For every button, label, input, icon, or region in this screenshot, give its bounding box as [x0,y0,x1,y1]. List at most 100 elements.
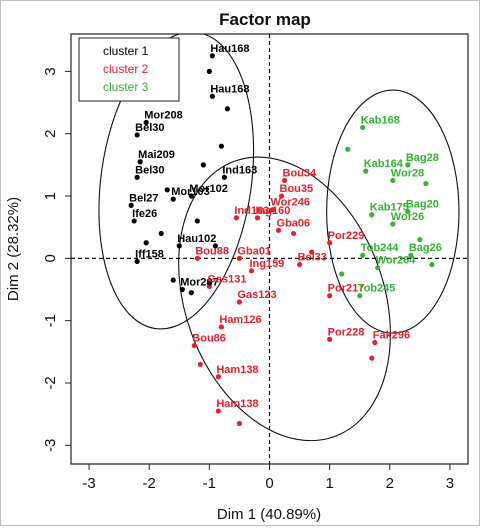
point-cluster1-22 [212,243,218,249]
cluster-ellipse-2 [178,156,391,442]
chart-title: Factor map [219,10,311,29]
point-cluster1-20 [194,218,200,224]
point-label: Gas131 [207,273,246,285]
point-cluster2-10 [296,261,303,268]
point-cluster3-7 [390,221,396,227]
point-label: Bou35 [280,183,314,195]
point-cluster1-24 [170,277,176,283]
point-label: Wor26 [391,211,424,223]
point-label: Wor246 [271,197,311,209]
point-label: Kab175 [370,202,409,214]
point-cluster2-15 [218,324,224,330]
point-label: Bel27 [129,192,158,204]
legend-entry-3: cluster 3 [103,80,149,94]
y-axis-ticks: -3 -2 -1 0 1 2 3 [42,67,71,452]
point-cluster3-11 [357,293,363,299]
point-cluster3-9 [408,252,414,258]
point-cluster1-5 [143,119,149,126]
point-cluster2-5 [275,227,282,233]
y-axis-label: Dim 2 (28.32%) [5,197,22,301]
point-label: Mor208 [144,109,183,121]
point-cluster3-2 [363,168,369,174]
point-label: Mor103 [171,186,210,198]
point-cluster1-14 [221,174,227,180]
point-label: Bag26 [409,242,442,254]
point-cluster1-3 [206,68,212,74]
point-cluster1-7 [137,159,143,165]
point-label: Kab168 [361,114,400,126]
x-tick-label: -3 [82,475,95,492]
point-cluster1-12 [188,193,194,199]
point-cluster1-4 [224,106,230,112]
point-cluster3-1 [360,124,366,131]
point-label: Fak296 [373,329,410,341]
point-cluster2-21 [197,361,203,367]
point-cluster3-12 [423,180,429,187]
point-cluster1-11 [134,258,140,265]
point-cluster1-1 [209,53,215,59]
point-cluster2-1 [281,177,288,184]
point-label: Hau168 [210,83,249,95]
point-cluster2-14 [236,299,243,305]
point-label: Mai209 [138,149,175,161]
point-label: Ham138 [216,398,258,410]
point-label: Ife26 [132,208,157,220]
point-label: Bag20 [406,199,439,211]
point-cluster3-8 [360,252,366,258]
legend-box [78,37,180,102]
point-label: Gba06 [277,217,311,229]
point-labels: Hau168Hau168Mor208Bel30Mai209Bel30Bel27I… [129,43,442,410]
point-cluster1-6 [134,132,140,138]
point-cluster2-7 [194,255,200,261]
y-tick-label: 3 [42,67,59,75]
point-label: Gas123 [237,289,276,301]
y-tick-label: -2 [42,376,59,389]
y-tick-label: -3 [42,439,59,452]
point-cluster2-24 [290,230,297,237]
point-label: Ham126 [219,314,261,326]
x-tick-label: -2 [143,475,156,492]
x-tick-label: 2 [386,475,394,492]
x-tick-label: 3 [446,475,454,492]
y-tick-label: 0 [42,254,59,262]
point-cluster1-17 [188,290,194,296]
point-cluster2-4 [254,215,261,221]
point-cluster1-25 [218,143,224,149]
point-cluster2-2 [278,193,285,199]
point-cluster1-16 [179,286,185,293]
point-cluster3-14 [345,146,351,152]
point-cluster1-21 [164,187,170,193]
y-tick-label: -1 [42,314,59,327]
x-axis-label: Dim 1 (40.89%) [217,506,321,523]
x-tick-label: 1 [325,475,333,492]
point-label: Tob244 [361,242,400,254]
point-label: Gba01 [237,245,271,257]
point-cluster2-16 [191,342,197,349]
point-cluster1-13 [170,196,176,202]
point-cluster2-18 [372,339,378,346]
point-cluster3-10 [375,265,381,271]
y-tick-label: 2 [42,130,59,138]
point-cluster1-9 [128,202,134,208]
point-cluster2-17 [327,336,333,342]
point-cluster3-4 [390,177,396,184]
point-label: Iff158 [135,248,164,260]
cluster-ellipse-3 [326,89,460,334]
reference-lines [71,34,468,464]
point-label: Bou86 [192,333,226,345]
point-label: Mor207 [180,277,219,289]
y-tick-label: 1 [42,192,59,200]
point-label: Bel33 [298,252,327,264]
point-cluster1-15 [176,243,182,249]
cluster-ellipse-1 [98,34,255,330]
x-tick-label: -1 [203,475,216,492]
point-cluster2-6 [233,215,240,221]
x-axis-ticks: -3 -2 -1 0 1 2 3 [82,464,454,492]
point-cluster3-15 [429,261,435,268]
point-label: Kab164 [364,158,404,170]
point-label: Bag28 [406,152,439,164]
point-label: Por229 [328,230,365,242]
point-cluster3-5 [369,212,375,218]
point-cluster2-22 [236,420,243,427]
